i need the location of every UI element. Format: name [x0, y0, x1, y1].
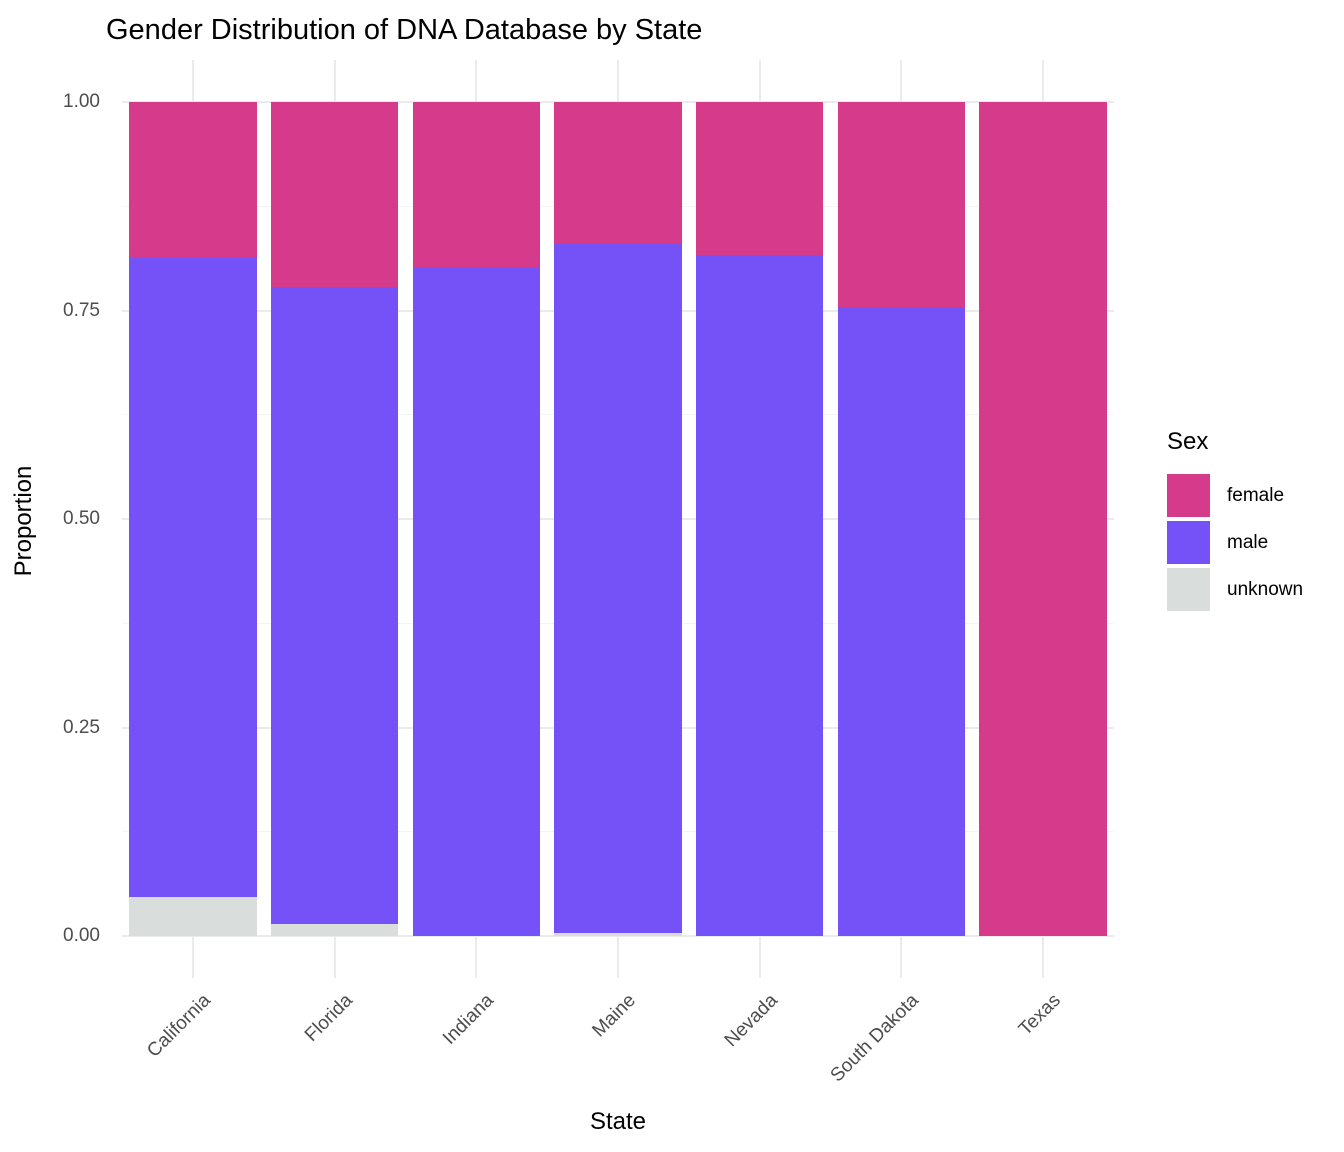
bar-segment-unknown — [554, 932, 682, 936]
bar-segment-unknown — [270, 924, 399, 936]
x-tick-label: California — [143, 990, 215, 1062]
x-tick-label: Indiana — [439, 990, 499, 1049]
y-axis-title: Proportion — [10, 465, 37, 577]
bar-segment-male — [129, 257, 257, 897]
bar-segment-male — [412, 267, 541, 936]
legend-item-unknown: unknown — [1167, 568, 1303, 611]
legend-title: Sex — [1167, 428, 1209, 455]
bar-segment-female — [270, 102, 399, 288]
legend: Sex female male unknown — [1167, 428, 1303, 615]
y-tick-label: 1.00 — [63, 91, 100, 112]
bar-segment-female — [695, 102, 824, 256]
bar-segment-male — [554, 243, 682, 933]
chart-title: Gender Distribution of DNA Database by S… — [106, 14, 703, 46]
y-tick-label: 0.50 — [63, 508, 100, 529]
legend-item-label: unknown — [1227, 578, 1304, 600]
bar-segment-male — [270, 287, 399, 925]
y-tick-label: 0.25 — [63, 716, 100, 738]
bar-segment-female — [837, 102, 966, 308]
x-tick-label: Florida — [300, 990, 357, 1046]
bar-segment-female — [979, 102, 1107, 936]
plot-panel — [122, 60, 1114, 978]
x-tick-label: Texas — [1015, 990, 1065, 1040]
bar-segment-male — [695, 255, 824, 936]
x-tick-label: Nevada — [720, 990, 782, 1052]
bar-segment-female — [129, 102, 257, 258]
legend-swatch-female — [1167, 474, 1210, 517]
legend-item-label: female — [1227, 484, 1285, 506]
legend-swatch-unknown — [1167, 568, 1210, 611]
y-tick-label: 0.75 — [63, 299, 100, 321]
bar-segment-unknown — [129, 896, 257, 936]
x-tick-label: South Dakota — [827, 990, 924, 1087]
y-tick-label: 0.00 — [63, 925, 100, 946]
x-axis-title: State — [589, 1108, 647, 1135]
bar-segment-male — [837, 307, 966, 936]
legend-swatch-male — [1167, 521, 1210, 564]
legend-items: female male unknown — [1167, 474, 1303, 611]
bar-segment-female — [412, 102, 541, 268]
legend-item-female: female — [1167, 474, 1303, 517]
x-tick-label: Maine — [588, 990, 640, 1042]
bar-segment-female — [554, 102, 682, 244]
legend-item-label: male — [1227, 531, 1269, 553]
legend-item-male: male — [1167, 521, 1303, 564]
